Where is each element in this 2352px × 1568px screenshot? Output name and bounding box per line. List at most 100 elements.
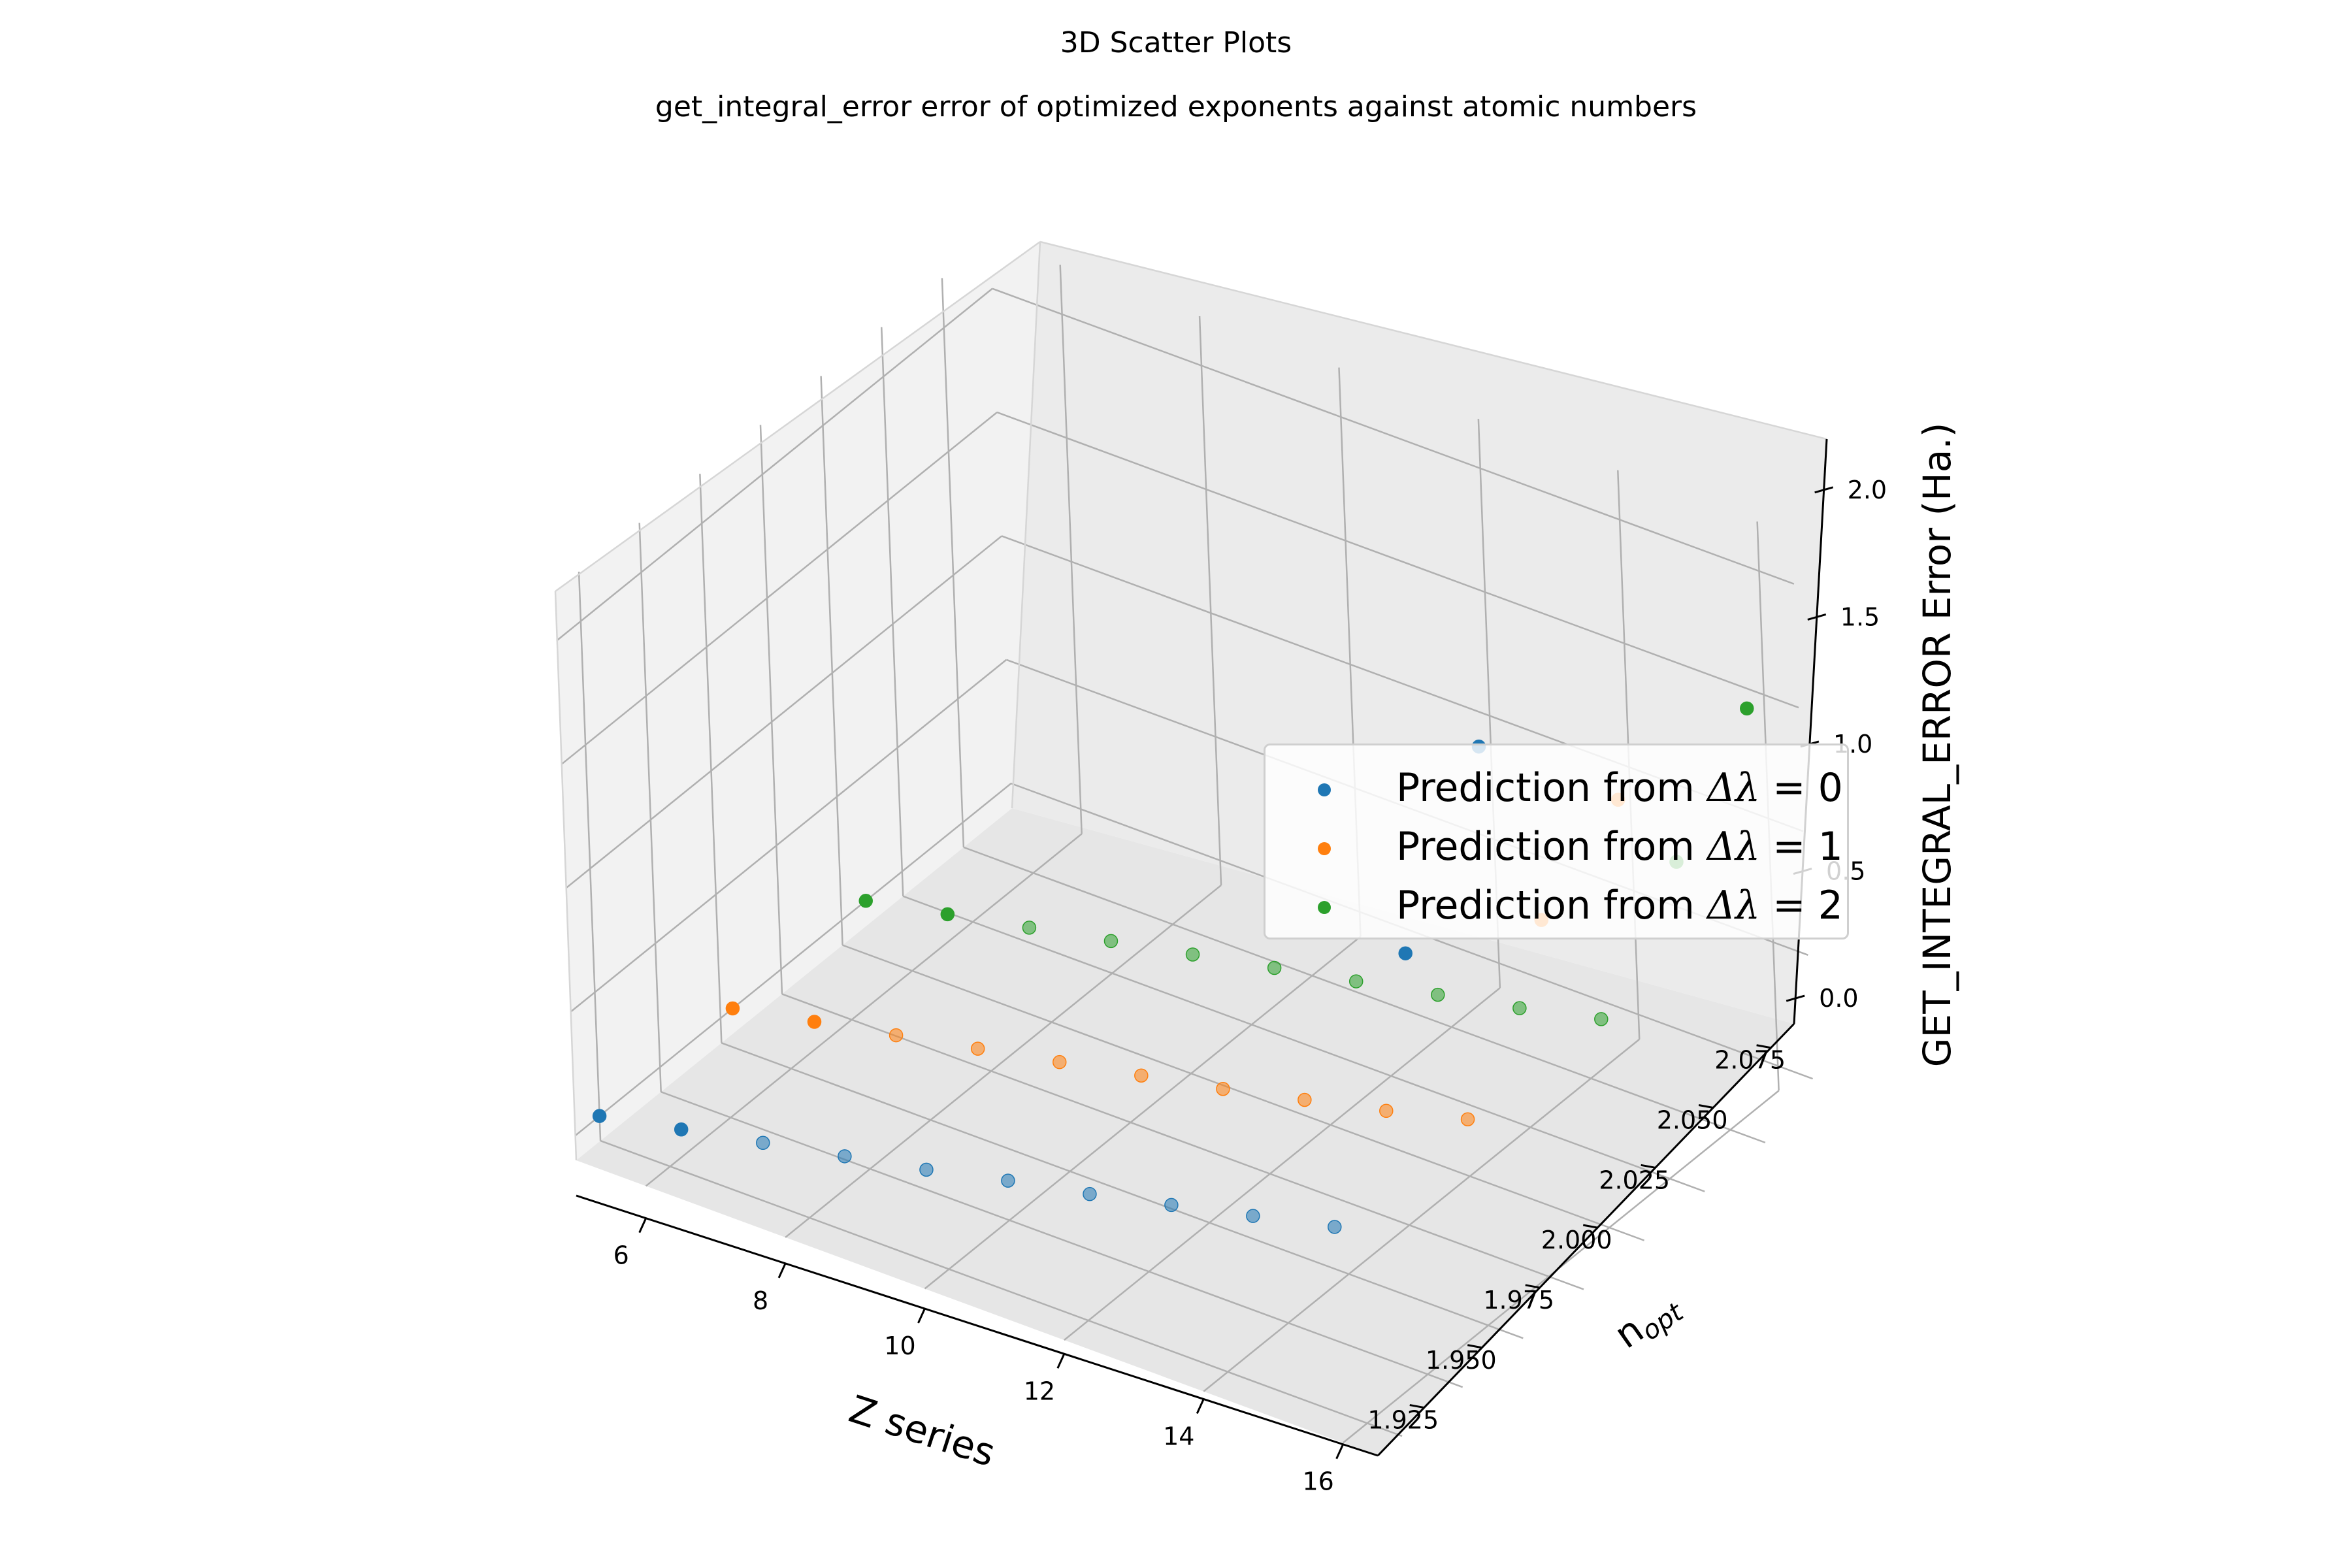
y-tick-label: 2.050 bbox=[1657, 1106, 1728, 1135]
gridline bbox=[1203, 1038, 1641, 1392]
data-point-series-0 bbox=[838, 1149, 852, 1164]
x-tick-mark bbox=[1196, 1398, 1205, 1414]
gridline bbox=[902, 895, 1705, 1192]
x-tick-mark bbox=[1056, 1353, 1066, 1369]
data-point-series-1 bbox=[1052, 1054, 1067, 1070]
gridline bbox=[820, 376, 843, 945]
data-point-series-1 bbox=[1298, 1092, 1312, 1107]
gridline bbox=[600, 1139, 1403, 1437]
gridline bbox=[574, 783, 1012, 1137]
legend-marker bbox=[1318, 901, 1331, 914]
data-point-series-1 bbox=[970, 1041, 985, 1056]
y-tick-mark bbox=[1641, 1164, 1656, 1169]
legend-label: Prediction from Δλ = 2 bbox=[1396, 883, 1843, 928]
data-point-series-2 bbox=[940, 907, 955, 922]
y-tick-mark bbox=[1756, 1044, 1771, 1049]
gridline bbox=[785, 884, 1222, 1238]
gridline bbox=[1064, 987, 1501, 1341]
y-tick-label: 1.975 bbox=[1483, 1286, 1554, 1315]
x-tick-label: 8 bbox=[753, 1286, 768, 1315]
legend-item: Prediction from Δλ = 2 bbox=[1266, 876, 1847, 935]
z-tick-mark bbox=[1814, 486, 1834, 494]
gridline bbox=[699, 474, 723, 1043]
gridlines bbox=[556, 265, 1813, 1444]
x-tick-label: 10 bbox=[884, 1331, 915, 1360]
y-tick-label: 2.025 bbox=[1599, 1166, 1670, 1194]
gridline bbox=[842, 944, 1645, 1241]
z-tick-label: 1.5 bbox=[1840, 602, 1880, 631]
gridline bbox=[759, 425, 783, 994]
x-tick-mark bbox=[777, 1263, 787, 1279]
x-tick-label: 14 bbox=[1163, 1422, 1194, 1450]
x-axis-line bbox=[576, 1194, 1379, 1457]
gridline bbox=[1059, 265, 1083, 834]
z-tick-mark bbox=[1786, 994, 1805, 1002]
data-point-series-1 bbox=[1216, 1082, 1230, 1096]
data-point-series-1 bbox=[1134, 1068, 1149, 1083]
gridline bbox=[661, 1091, 1463, 1388]
data-point-series-0 bbox=[1164, 1198, 1179, 1213]
legend-label: Prediction from Δλ = 1 bbox=[1396, 824, 1843, 870]
x-tick-mark bbox=[1335, 1444, 1345, 1460]
gridline bbox=[963, 846, 1766, 1144]
data-point-series-2 bbox=[1740, 701, 1754, 716]
axis-ticks: 6 8 10 12 14 16 1.925 1.950 1.975 2.000 2.025 2.050… bbox=[613, 476, 1887, 1496]
data-point-series-2 bbox=[1348, 974, 1364, 988]
data-point-series-2 bbox=[1512, 1001, 1527, 1015]
data-point-series-0 bbox=[592, 1109, 607, 1123]
y-tick-mark bbox=[1582, 1224, 1598, 1229]
figure-suptitle: 3D Scatter Plots bbox=[1060, 26, 1292, 59]
z-tick-label: 2.0 bbox=[1848, 476, 1887, 504]
x-tick-mark bbox=[917, 1308, 926, 1324]
x-tick-label: 16 bbox=[1302, 1467, 1333, 1496]
legend-marker bbox=[1318, 783, 1331, 796]
data-point-series-2 bbox=[1103, 934, 1119, 949]
gridline bbox=[565, 535, 1003, 889]
data-point-series-2 bbox=[858, 894, 873, 908]
y-tick-mark bbox=[1698, 1104, 1714, 1109]
data-point-series-1 bbox=[807, 1015, 822, 1029]
legend-item: Prediction from Δλ = 1 bbox=[1266, 817, 1847, 876]
data-point-series-2 bbox=[1267, 960, 1282, 975]
data-point-series-1 bbox=[1460, 1112, 1475, 1127]
y-axis-line bbox=[1377, 1022, 1795, 1457]
data-point-series-0 bbox=[1246, 1209, 1260, 1223]
data-point-series-2 bbox=[1185, 947, 1200, 962]
z-axis-label: GET_INTEGRAL_ERROR Error (Ha.) bbox=[1915, 423, 1959, 1068]
y-tick-mark bbox=[1525, 1284, 1540, 1289]
y-tick-label: 1.925 bbox=[1367, 1406, 1439, 1435]
gridline bbox=[578, 572, 602, 1141]
gridline bbox=[645, 833, 1083, 1187]
y-tick-mark bbox=[1409, 1404, 1425, 1409]
y-axis-label: nopt bbox=[1607, 1282, 1690, 1360]
gridline bbox=[881, 327, 904, 896]
gridline bbox=[781, 993, 1584, 1290]
x-tick-label: 12 bbox=[1024, 1377, 1055, 1405]
data-points bbox=[592, 701, 1754, 1234]
pane-floor bbox=[576, 808, 1794, 1456]
z-tick-mark bbox=[1807, 613, 1827, 621]
y-tick-label: 2.075 bbox=[1714, 1046, 1786, 1075]
gridline bbox=[638, 523, 662, 1092]
legend: Prediction from Δλ = 0 Prediction from Δ… bbox=[1264, 743, 1849, 939]
legend-marker bbox=[1318, 842, 1331, 855]
gridline bbox=[570, 659, 1007, 1013]
data-point-series-0 bbox=[674, 1122, 689, 1137]
data-point-series-1 bbox=[889, 1028, 904, 1043]
data-point-series-2 bbox=[1431, 987, 1445, 1002]
legend-item: Prediction from Δλ = 0 bbox=[1266, 759, 1847, 817]
data-point-series-0 bbox=[756, 1135, 770, 1151]
z-tick-label: 0.0 bbox=[1819, 984, 1858, 1013]
data-point-series-2 bbox=[1594, 1012, 1609, 1026]
y-tick-label: 1.950 bbox=[1426, 1346, 1497, 1375]
gridline bbox=[556, 287, 993, 642]
x-axis-label: Z series bbox=[844, 1386, 1001, 1475]
x-tick-label: 6 bbox=[613, 1241, 629, 1270]
y-tick-mark bbox=[1467, 1344, 1482, 1349]
axes-title: get_integral_error error of optimized ex… bbox=[655, 90, 1697, 123]
legend-label: Prediction from Δλ = 0 bbox=[1396, 765, 1843, 811]
gridline bbox=[941, 278, 965, 847]
gridline bbox=[1198, 316, 1222, 885]
